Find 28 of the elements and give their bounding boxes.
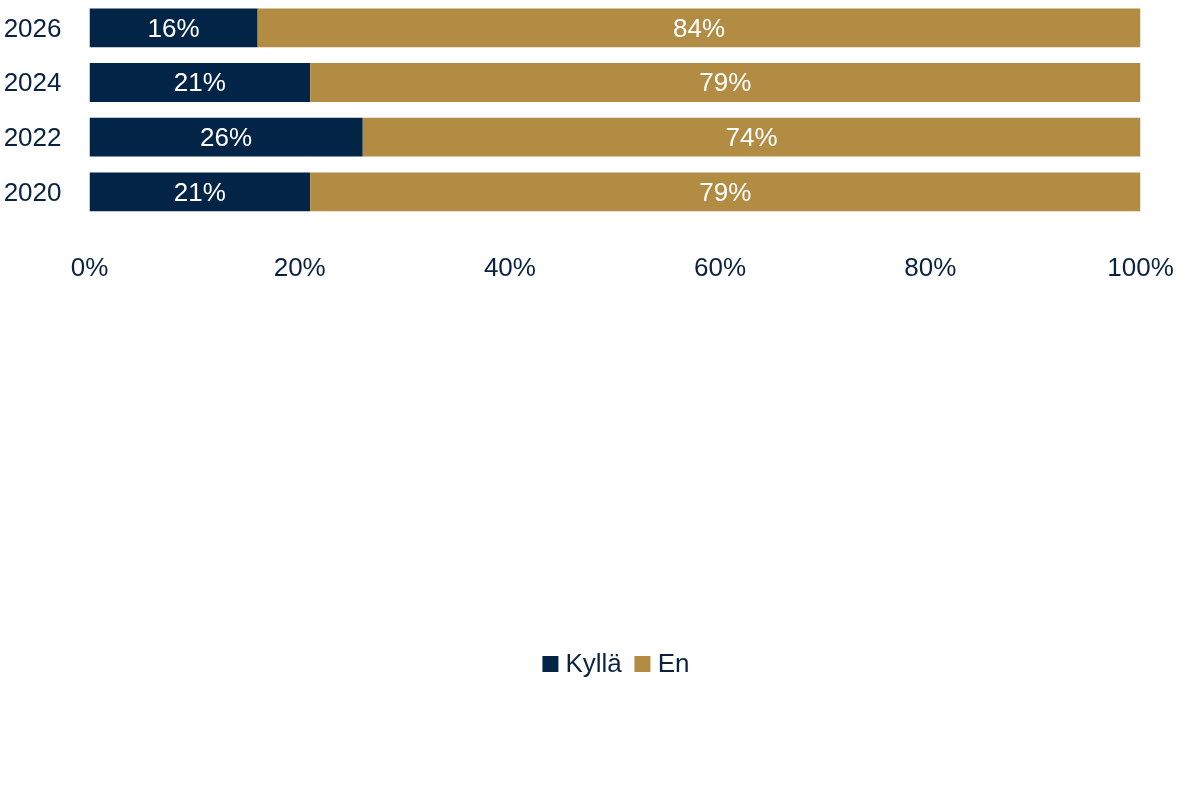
data-label: 79% bbox=[699, 67, 752, 98]
bar bbox=[89, 8, 258, 48]
y-tick-label: 2024 bbox=[3, 67, 62, 98]
bar bbox=[89, 63, 311, 102]
x-tick-label: 0% bbox=[70, 251, 109, 282]
x-tick-label: 40% bbox=[483, 251, 536, 282]
y-tick-label: 2020 bbox=[3, 176, 62, 207]
data-label: 84% bbox=[673, 12, 726, 43]
legend-label: Kyllä bbox=[565, 647, 622, 679]
bar bbox=[89, 172, 311, 212]
bar bbox=[257, 8, 1141, 48]
y-tick-label: 2026 bbox=[3, 12, 62, 43]
data-label: 21% bbox=[173, 176, 226, 207]
legend-label: En bbox=[657, 647, 690, 679]
x-tick-label: 100% bbox=[1107, 251, 1174, 282]
x-tick-label: 80% bbox=[904, 251, 957, 282]
data-label: 26% bbox=[200, 122, 253, 153]
bar bbox=[310, 172, 1141, 212]
data-label: 21% bbox=[173, 67, 226, 98]
data-label: 16% bbox=[147, 12, 200, 43]
x-tick-label: 20% bbox=[273, 251, 326, 282]
y-tick-label: 2022 bbox=[3, 122, 62, 153]
data-label: 74% bbox=[725, 122, 778, 153]
x-tick-label: 60% bbox=[694, 251, 747, 282]
bar bbox=[310, 63, 1141, 102]
data-label: 79% bbox=[699, 176, 752, 207]
bar bbox=[89, 117, 363, 157]
bar bbox=[362, 117, 1141, 157]
